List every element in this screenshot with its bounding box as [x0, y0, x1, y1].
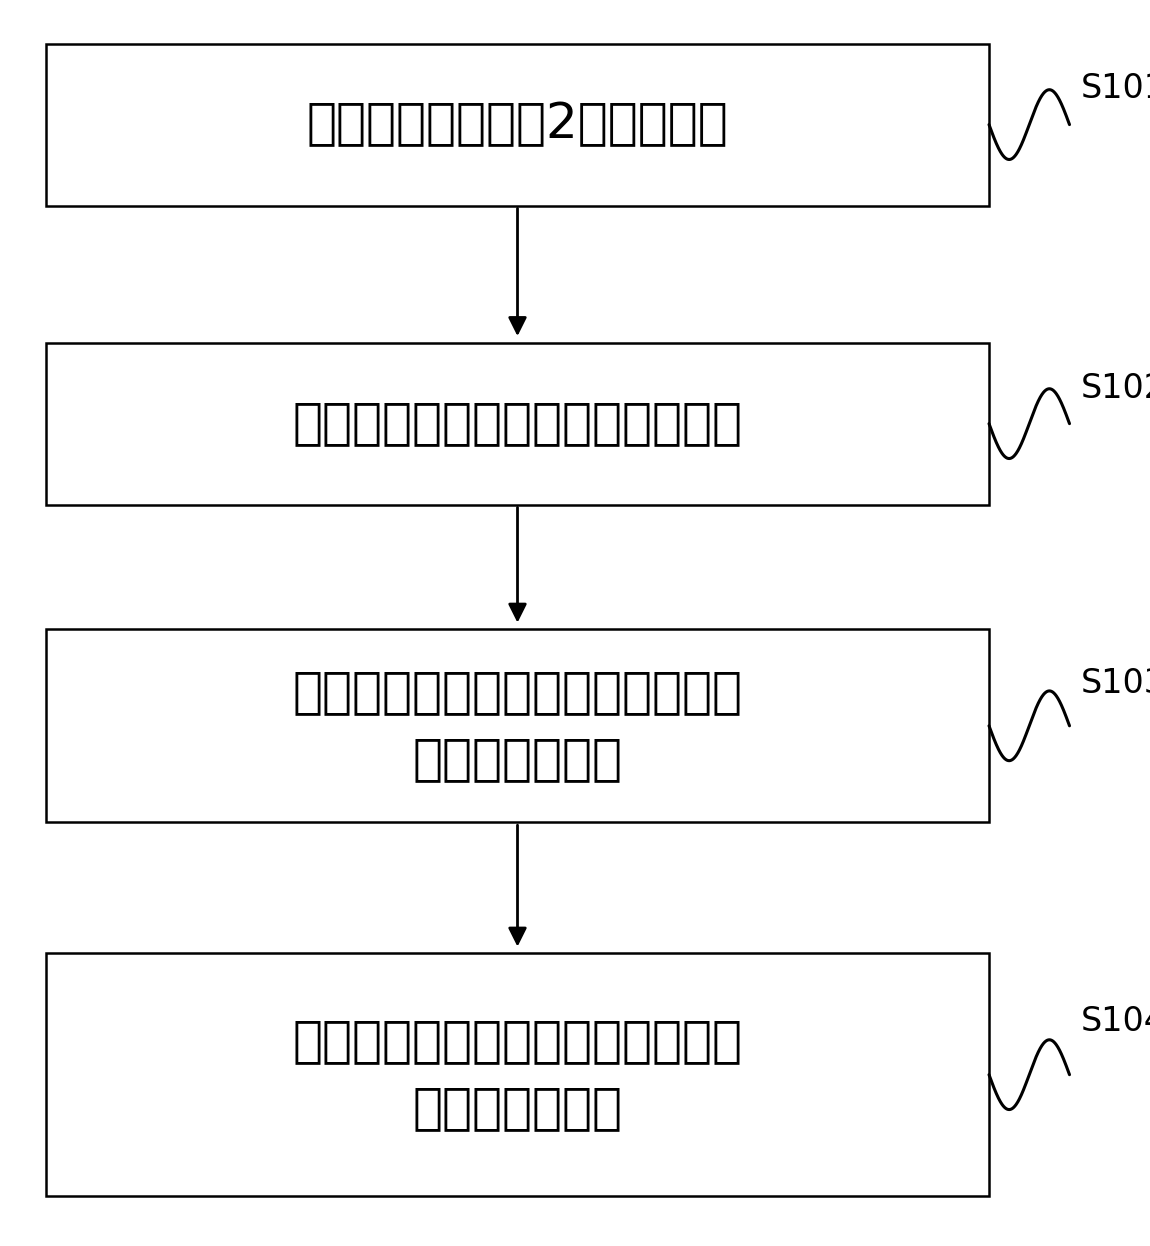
Bar — [46, 44, 989, 206]
Text: 从历史事件记录中获取事件数据集: 从历史事件记录中获取事件数据集 — [292, 400, 743, 447]
Text: 利用有监督学习算法对样本进行训
练得到整合模型: 利用有监督学习算法对样本进行训 练得到整合模型 — [292, 1017, 743, 1133]
Bar — [46, 343, 989, 505]
Text: 根据所获得的事件数据集，生成整
合模型训练样本: 根据所获得的事件数据集，生成整 合模型训练样本 — [292, 668, 743, 784]
Text: 确定待整合的至少2个独立模型: 确定待整合的至少2个独立模型 — [307, 101, 728, 148]
Bar — [46, 629, 989, 822]
Text: S102: S102 — [1081, 371, 1150, 405]
Text: S103: S103 — [1081, 667, 1150, 700]
Bar — [46, 953, 989, 1196]
Text: S101: S101 — [1081, 72, 1150, 106]
Text: S104: S104 — [1081, 1004, 1150, 1038]
